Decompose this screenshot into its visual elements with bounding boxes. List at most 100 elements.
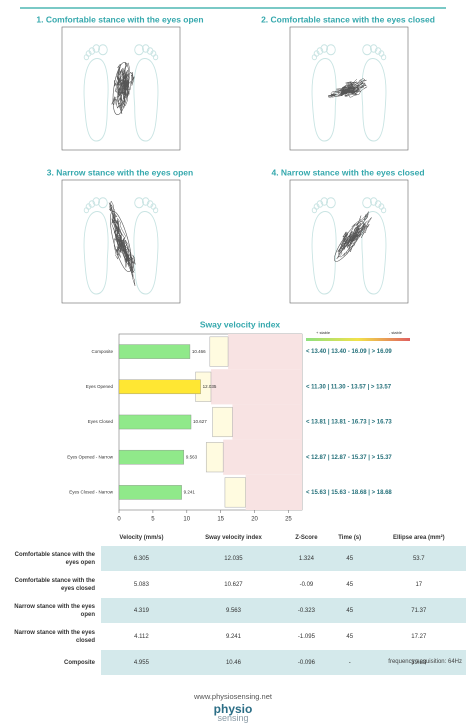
foot-toe (320, 197, 329, 206)
header-cell: Velocity (mm/s) (119, 534, 164, 541)
table-cell: 4.319 (101, 597, 182, 624)
foot-outline (361, 197, 387, 295)
foot-toe (152, 54, 159, 61)
table-cell: 6.305 (101, 545, 182, 572)
table-cell: 17 (371, 571, 466, 598)
legend-label: + stable (316, 330, 331, 335)
header-cell (0, 530, 101, 546)
foot-toe (92, 197, 101, 206)
foot-toe (326, 197, 336, 209)
table-row: Narrow stance with the eyes closed 4.112 9… (0, 623, 466, 650)
foot-toe (92, 44, 101, 53)
range-label: < 13.81 | 13.81 - 16.73 | > 16.73 (306, 420, 392, 426)
bar (118, 379, 201, 395)
sway-trace (111, 62, 135, 114)
sway-trace (336, 211, 372, 259)
header-cell: Time (s) (338, 534, 362, 541)
x-tick-label: 20 (251, 517, 258, 523)
panel-title: 4. Narrow stance with the eyes closed (271, 167, 424, 177)
website: www.physiosensing.net (194, 692, 272, 701)
x-tick-label: 0 (117, 517, 121, 523)
foot-sole (361, 57, 387, 142)
category-label: Composite (91, 349, 113, 354)
foot-toe (362, 197, 372, 209)
foot-toe (311, 54, 318, 61)
value-label: 9.563 (186, 454, 198, 459)
table-cell: 9.563 (181, 597, 286, 624)
foot-sole (361, 210, 387, 295)
foot-toe (141, 44, 150, 53)
table-cell: -0.096 (285, 649, 328, 675)
table-cell: 45 (327, 571, 372, 598)
range-label: < 11.30 | 11.30 - 13.57 | > 13.57 (306, 384, 392, 390)
x-tick-label: 5 (151, 517, 155, 523)
bar (118, 344, 191, 359)
unstable-zone (223, 439, 302, 475)
foot-outline (133, 197, 159, 295)
table-row: Comfortable stance with the eyes closed 5… (0, 571, 466, 598)
sway-trace (327, 78, 368, 99)
range-label: < 12.87 | 12.87 - 15.37 | > 15.37 (306, 455, 392, 461)
table-cell: 45 (327, 545, 372, 572)
x-tick-label: 15 (217, 517, 224, 523)
unstable-zone (228, 334, 302, 370)
table-cell: 4.955 (101, 649, 182, 675)
header-row: Velocity (mm/s) Sway velocity index Z-Scor… (0, 530, 466, 546)
table-row: Composite 4.955 10.46 -0.096-39.83 (0, 649, 466, 675)
table-cell: 45 (327, 597, 372, 624)
foot-sole (133, 57, 159, 142)
table-cell: 45 (327, 623, 372, 650)
table-cell: 9.241 (181, 623, 286, 650)
foot-toe (380, 207, 387, 214)
foot-toe (369, 44, 378, 53)
value-label: 10.627 (193, 419, 207, 424)
foot-toe (141, 197, 150, 206)
table-row: Narrow stance with the eyes open 4.319 9.5… (0, 597, 466, 624)
category-label: Eyes Closed - Narrow (69, 490, 114, 495)
panel-title: 2. Comfortable stance with the eyes clos… (261, 14, 435, 24)
value-label: 10.466 (192, 349, 206, 354)
row-label: Comfortable stance with the eyes closed (0, 571, 101, 598)
note: frequency acquisition: 64Hz (388, 659, 462, 665)
table-cell: 4.112 (101, 623, 182, 650)
foot-toe (311, 207, 318, 214)
foot-outline (83, 197, 109, 295)
table-cell: -1.095 (285, 623, 328, 650)
range-label: < 13.40 | 13.40 - 16.09 | > 16.09 (306, 349, 392, 355)
legend-label: - stable (389, 330, 403, 335)
foot-toe (320, 44, 329, 53)
value-label: 9.241 (184, 490, 196, 495)
stabilogram (289, 26, 409, 151)
table-cell: 10.46 (181, 649, 286, 675)
foot-toe (326, 44, 336, 56)
foot-sole (83, 57, 109, 142)
foot-toe (98, 44, 108, 56)
results-table: Velocity (mm/s) Sway velocity index Z-Scor… (0, 530, 466, 675)
x-tick-label: 25 (285, 517, 292, 523)
foot-outline (361, 44, 387, 142)
unstable-zone (245, 474, 302, 510)
foot-toe (369, 197, 378, 206)
borderline-zone (209, 336, 229, 367)
foot-outline (133, 44, 159, 142)
legend-bar (306, 338, 410, 341)
table-cell: 39.83 (371, 649, 466, 675)
table-cell: 53.7 (371, 545, 466, 572)
row-label: Narrow stance with the eyes closed (0, 623, 101, 650)
table-cell: 5.083 (101, 571, 182, 598)
value-label: 12.035 (203, 384, 217, 389)
foot-outline (311, 197, 337, 295)
table-row: Comfortable stance with the eyes open 6.3… (0, 545, 466, 572)
foot-toe (83, 54, 90, 61)
category-label: Eyes Opened - Narrow (67, 454, 114, 459)
foot-outline (83, 44, 109, 142)
chart-title: Sway velocity index (200, 319, 281, 329)
header-cell: Ellipse area (mm²) (392, 534, 445, 541)
panel-title: 3. Narrow stance with the eyes open (47, 167, 193, 177)
unstable-zone (210, 369, 302, 405)
foot-toe (152, 207, 159, 214)
bar (118, 485, 182, 500)
category-label: Eyes Closed (88, 419, 114, 424)
header-cell: Z-Score (295, 534, 318, 541)
